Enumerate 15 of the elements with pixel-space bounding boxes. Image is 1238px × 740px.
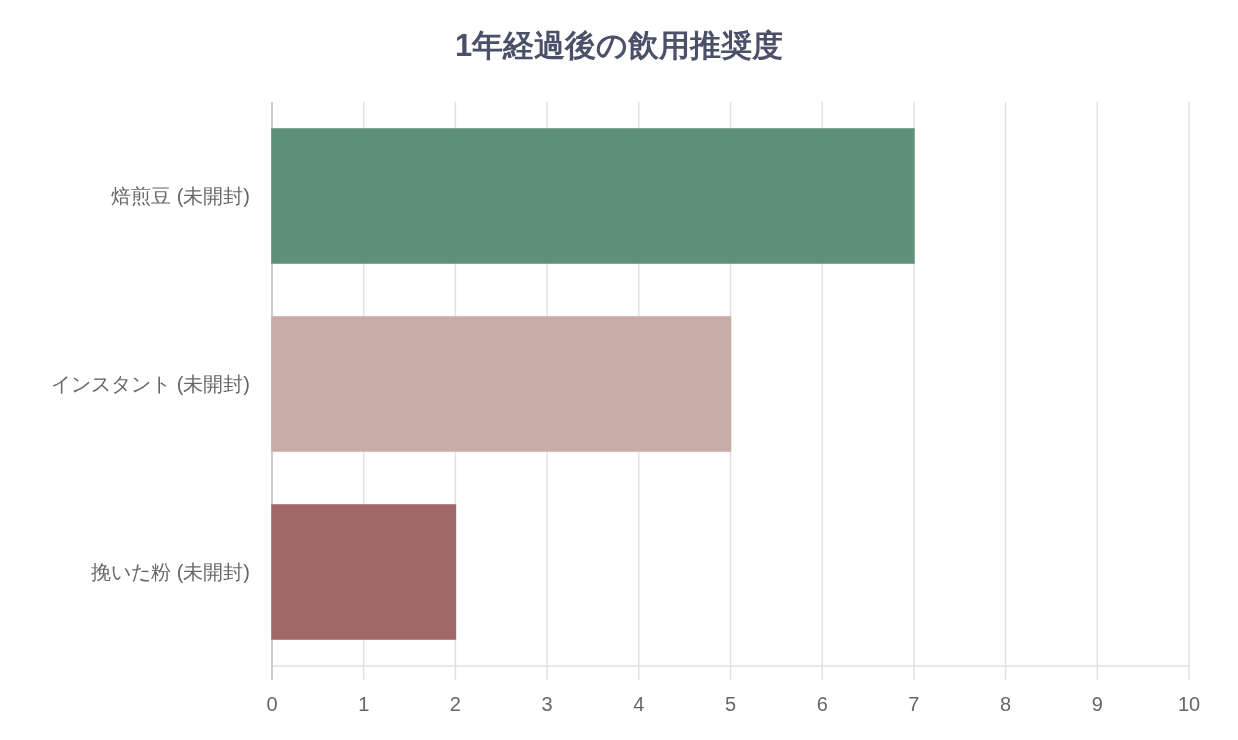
x-tick-label: 1 [358,693,370,715]
y-tick-label: 挽いた粉 (未開封) [91,561,250,583]
x-tick-label: 7 [908,693,920,715]
x-tick-label: 4 [633,693,645,715]
y-tick-label: インスタント (未開封) [51,373,250,395]
y-tick-label: 焙煎豆 (未開封) [111,185,250,207]
x-tick-label: 6 [816,693,828,715]
chart-title: 1年経過後の飲用推奨度 [454,28,784,63]
x-tick-label: 3 [541,693,553,715]
x-tick-label: 2 [449,693,461,715]
x-tick-label: 5 [724,693,737,715]
x-tick-label: 0 [266,693,278,715]
x-tick-label: 8 [1000,693,1012,715]
x-tick-label: 9 [1091,693,1103,715]
x-tick-label: 10 [1177,693,1201,715]
